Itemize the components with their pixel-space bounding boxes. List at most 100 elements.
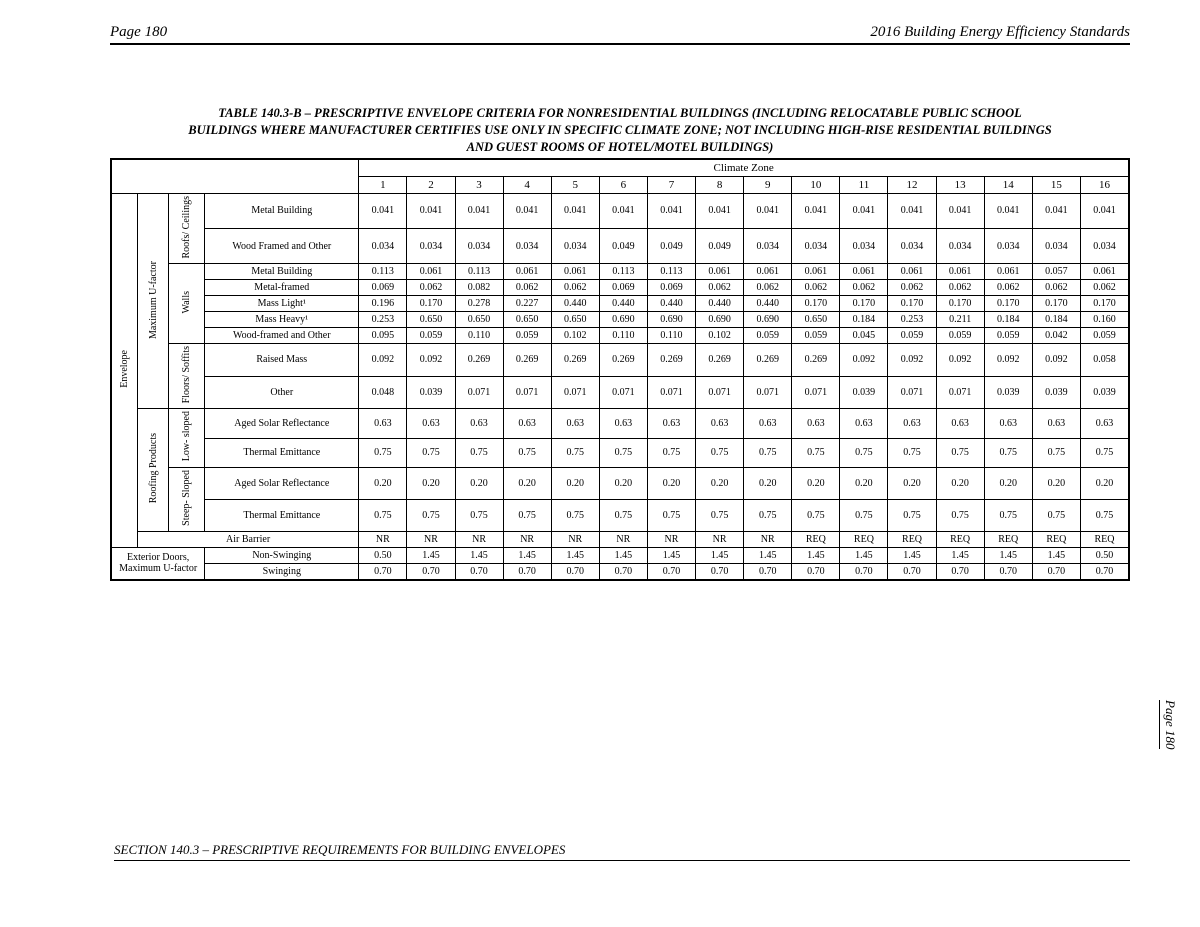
table-cell: 0.110 — [455, 328, 503, 344]
table-cell: 0.650 — [407, 312, 455, 328]
table-cell: 0.184 — [984, 312, 1032, 328]
table-cell: NR — [503, 531, 551, 547]
table-cell: 0.113 — [599, 264, 647, 280]
table-cell: 1.45 — [599, 547, 647, 563]
table-cell: 0.062 — [744, 280, 792, 296]
table-cell: 0.062 — [936, 280, 984, 296]
table-cell: 0.069 — [599, 280, 647, 296]
stub-low-sloped: Low- sloped — [169, 409, 205, 467]
table-cell: 1.45 — [503, 547, 551, 563]
table-cell: 0.20 — [1032, 467, 1080, 499]
table-cell: REQ — [888, 531, 936, 547]
table-cell: 0.059 — [792, 328, 840, 344]
table-cell: 0.092 — [359, 344, 407, 377]
table-cell: 0.70 — [888, 563, 936, 580]
table-cell: 1.45 — [647, 547, 695, 563]
table-cell: 0.082 — [455, 280, 503, 296]
stub-steep-sloped: Steep- Sloped — [169, 467, 205, 531]
table-cell: 0.058 — [1080, 344, 1129, 377]
table-cell: 0.75 — [647, 499, 695, 531]
table-cell: 0.63 — [984, 409, 1032, 438]
table-cell: 0.061 — [503, 264, 551, 280]
table-cell: 0.061 — [744, 264, 792, 280]
table-cell: 0.269 — [792, 344, 840, 377]
table-cell: 0.059 — [888, 328, 936, 344]
table-cell: 0.75 — [551, 438, 599, 467]
table-cell: 0.041 — [840, 193, 888, 228]
table-cell: 0.092 — [1032, 344, 1080, 377]
table-cell: 0.75 — [1080, 438, 1129, 467]
table-cell: 1.45 — [551, 547, 599, 563]
table-cell: NR — [599, 531, 647, 547]
table-cell: 0.75 — [407, 499, 455, 531]
table-cell: 1.45 — [792, 547, 840, 563]
table-cell: 1.45 — [840, 547, 888, 563]
table-cell: 0.650 — [455, 312, 503, 328]
table-cell: 0.039 — [1080, 376, 1129, 409]
table-cell: 0.63 — [455, 409, 503, 438]
table-cell: 1.45 — [1032, 547, 1080, 563]
table-cell: 0.20 — [647, 467, 695, 499]
table-cell: 0.041 — [888, 193, 936, 228]
table-cell: 0.20 — [407, 467, 455, 499]
table-cell: 0.75 — [936, 499, 984, 531]
table-cell: 0.041 — [1080, 193, 1129, 228]
table-cell: 0.092 — [936, 344, 984, 377]
table-cell: 0.092 — [888, 344, 936, 377]
table-cell: 0.63 — [744, 409, 792, 438]
stub-envelope: Envelope — [111, 193, 137, 547]
table-cell: REQ — [984, 531, 1032, 547]
table-cell: 0.75 — [551, 499, 599, 531]
table-cell: NR — [647, 531, 695, 547]
table-cell: 0.70 — [359, 563, 407, 580]
table-cell: 0.650 — [503, 312, 551, 328]
table-cell: 0.062 — [1032, 280, 1080, 296]
table-cell: 0.095 — [359, 328, 407, 344]
table-cell: 0.75 — [696, 438, 744, 467]
table-cell: 0.20 — [1080, 467, 1129, 499]
table-cell: 0.062 — [407, 280, 455, 296]
table-cell: 0.039 — [984, 376, 1032, 409]
table-cell: 0.20 — [551, 467, 599, 499]
table-cell: NR — [744, 531, 792, 547]
table-cell: 0.75 — [744, 438, 792, 467]
table-cell: NR — [551, 531, 599, 547]
table-cell: 0.70 — [1032, 563, 1080, 580]
table-cell: 0.211 — [936, 312, 984, 328]
row-label: Metal Building — [205, 193, 359, 228]
table-cell: 0.041 — [551, 193, 599, 228]
table-cell: 0.041 — [503, 193, 551, 228]
row-label: Thermal Emittance — [205, 438, 359, 467]
table-cell: REQ — [936, 531, 984, 547]
table-cell: 0.70 — [840, 563, 888, 580]
table-cell: NR — [455, 531, 503, 547]
table-cell: 1.45 — [407, 547, 455, 563]
row-label: Metal Building — [205, 264, 359, 280]
table-cell: 0.062 — [888, 280, 936, 296]
stub-walls: Walls — [169, 264, 205, 344]
row-label: Aged Solar Reflectance — [205, 409, 359, 438]
table-cell: 0.170 — [792, 296, 840, 312]
table-cell: 0.20 — [599, 467, 647, 499]
table-cell: 0.75 — [984, 438, 1032, 467]
table-cell: 0.70 — [599, 563, 647, 580]
table-cell: 0.269 — [551, 344, 599, 377]
table-cell: 0.70 — [1080, 563, 1129, 580]
table-cell: 1.45 — [744, 547, 792, 563]
table-cell: 0.039 — [1032, 376, 1080, 409]
table-cell: 0.690 — [647, 312, 695, 328]
table-cell: 0.034 — [984, 228, 1032, 263]
table-cell: 0.034 — [936, 228, 984, 263]
table-cell: 0.062 — [696, 280, 744, 296]
row-air-barrier: Air Barrier — [137, 531, 358, 547]
table-cell: 0.70 — [936, 563, 984, 580]
table-cell: 0.63 — [359, 409, 407, 438]
table-cell: 0.440 — [551, 296, 599, 312]
table-cell: 0.269 — [455, 344, 503, 377]
table-cell: 0.63 — [792, 409, 840, 438]
table-cell: 0.071 — [455, 376, 503, 409]
table-cell: 0.061 — [1080, 264, 1129, 280]
table-cell: 0.70 — [647, 563, 695, 580]
row-label: Mass Heavy¹ — [205, 312, 359, 328]
table-cell: 0.70 — [407, 563, 455, 580]
